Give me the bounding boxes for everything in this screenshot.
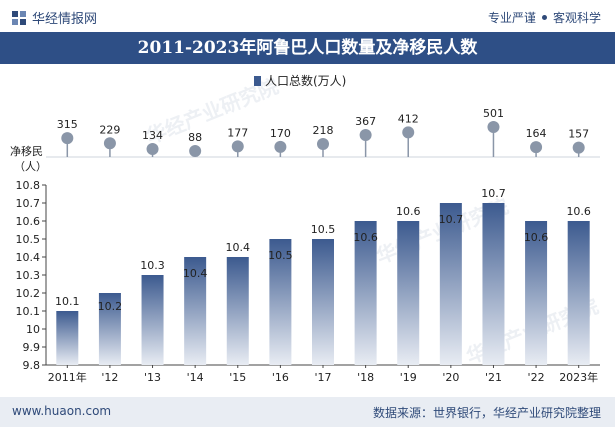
x-tick-label: '13 xyxy=(144,371,161,384)
x-tick-label: '12 xyxy=(101,371,118,384)
bar-value-label: 10.5 xyxy=(268,249,293,262)
bar xyxy=(567,221,590,365)
y-tick-label: 10.8 xyxy=(16,179,41,192)
bar-value-label: 10.3 xyxy=(140,259,165,272)
footer-source: 数据来源：世界银行，华经产业研究院整理 xyxy=(372,406,601,420)
x-tick-label: 2011年 xyxy=(48,370,87,384)
brand: 华经情报网 xyxy=(12,8,97,27)
chart-title: 2011-2023年阿鲁巴人口数量及净移民人数 xyxy=(0,32,615,64)
footer: www.huaon.com 数据来源：世界银行，华经产业研究院整理 xyxy=(0,397,615,427)
y-tick-label: 10 xyxy=(26,323,40,336)
bar-value-label: 10.6 xyxy=(396,205,421,218)
migration-value-label: 134 xyxy=(142,129,163,142)
migration-point xyxy=(146,142,159,155)
top-bar: 华经情报网 专业严谨 客观科学 xyxy=(0,0,615,32)
migration-value-label: 170 xyxy=(270,127,291,140)
footer-website: www.huaon.com xyxy=(12,404,112,418)
y-tick-label: 10.4 xyxy=(16,251,41,264)
bar xyxy=(56,311,79,365)
brand-name: 华经情报网 xyxy=(32,12,98,27)
migration-axis-label: 净移民 xyxy=(10,144,43,158)
tagline-left: 专业严谨 xyxy=(487,11,536,25)
brand-logo-icon xyxy=(12,10,26,25)
migration-value-label: 367 xyxy=(355,115,376,128)
bar xyxy=(98,293,121,365)
bar xyxy=(269,239,292,365)
bar-value-label: 10.2 xyxy=(98,300,123,313)
migration-value-label: 315 xyxy=(57,118,78,131)
bar xyxy=(226,257,249,365)
bar-value-label: 10.4 xyxy=(226,241,251,254)
x-tick-label: '15 xyxy=(229,371,246,384)
bar xyxy=(482,203,505,365)
migration-axis-label-unit: （人） xyxy=(14,160,47,173)
migration-point xyxy=(530,141,543,154)
y-tick-label: 10.2 xyxy=(16,287,41,300)
migration-value-label: 157 xyxy=(568,128,589,141)
bar-value-label: 10.7 xyxy=(481,187,506,200)
migration-point xyxy=(231,140,244,153)
bar xyxy=(312,239,334,365)
bar xyxy=(184,257,207,365)
migration-point xyxy=(274,140,287,153)
bar xyxy=(439,203,462,365)
tagline-right: 客观科学 xyxy=(552,11,601,25)
bar xyxy=(397,221,420,365)
x-tick-label: '17 xyxy=(314,371,331,384)
bar-value-label: 10.7 xyxy=(439,213,464,226)
migration-point xyxy=(189,145,202,157)
bar-value-label: 10.6 xyxy=(524,231,549,244)
migration-point xyxy=(572,141,585,154)
bar-value-label: 10.1 xyxy=(55,295,80,308)
migration-point xyxy=(487,121,500,133)
bar xyxy=(141,275,164,365)
separator-dot-icon xyxy=(541,15,547,20)
migration-point xyxy=(402,126,415,139)
migration-value-label: 501 xyxy=(483,107,504,120)
y-tick-label: 10.7 xyxy=(16,197,41,210)
x-tick-label: '19 xyxy=(400,371,417,384)
migration-point xyxy=(317,137,329,150)
migration-point xyxy=(61,132,74,145)
x-tick-label: '18 xyxy=(357,371,374,384)
bar xyxy=(354,221,377,365)
y-tick-label: 10.1 xyxy=(16,305,41,318)
y-tick-label: 9.8 xyxy=(23,359,41,372)
bar-value-label: 10.6 xyxy=(353,231,378,244)
bar xyxy=(525,221,548,365)
bar-value-label: 10.6 xyxy=(566,205,591,218)
chart: 华经产业研究院华经产业研究院华经产业研究院人口总数(万人)9.89.91010.… xyxy=(10,73,602,384)
x-tick-label: '22 xyxy=(528,371,545,384)
migration-point xyxy=(103,137,116,150)
migration-point xyxy=(359,129,372,142)
y-tick-label: 9.9 xyxy=(23,341,41,354)
y-tick-label: 10.3 xyxy=(16,269,41,282)
y-tick-label: 10.5 xyxy=(16,233,41,246)
bar-value-label: 10.4 xyxy=(183,267,208,280)
bar-value-label: 10.5 xyxy=(311,223,336,236)
migration-value-label: 218 xyxy=(313,124,334,137)
x-tick-label: '20 xyxy=(442,371,459,384)
x-tick-label: '16 xyxy=(272,371,289,384)
migration-value-label: 177 xyxy=(227,126,248,139)
migration-value-label: 229 xyxy=(99,123,120,136)
legend-label: 人口总数(万人) xyxy=(265,73,346,88)
y-tick-label: 10.6 xyxy=(16,215,41,228)
tagline: 专业严谨 客观科学 xyxy=(488,9,601,26)
migration-value-label: 412 xyxy=(398,112,419,125)
x-tick-label: '21 xyxy=(485,371,502,384)
x-tick-label: 2023年 xyxy=(559,370,598,384)
migration-value-label: 164 xyxy=(526,127,547,140)
legend-swatch xyxy=(254,76,261,86)
x-tick-label: '14 xyxy=(187,371,204,384)
migration-value-label: 88 xyxy=(188,131,202,144)
